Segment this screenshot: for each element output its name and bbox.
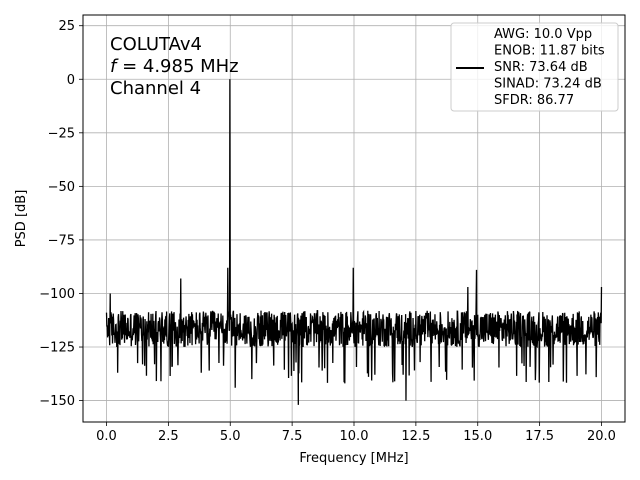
- legend: AWG: 10.0 Vpp ENOB: 11.87 bits SNR: 73.6…: [450, 22, 619, 112]
- y-tick-label: −100: [39, 287, 75, 302]
- y-tick-label: −125: [39, 341, 75, 356]
- x-tick-label: 5.0: [220, 429, 241, 444]
- y-tick-label: −150: [39, 394, 75, 409]
- ticks: 0.0 2.5 5.0 7.5 10.0 12.5 15.0 17.5 20.0 25 0 −25 −5…: [39, 19, 616, 444]
- legend-awg: AWG: 10.0 Vpp: [494, 27, 592, 42]
- chart-annotation: COLUTAv4 f = 4.985 MHz Channel 4: [110, 34, 239, 99]
- x-tick-label: 17.5: [525, 429, 554, 444]
- x-tick-label: 15.0: [463, 429, 492, 444]
- y-tick-label: −75: [48, 233, 75, 248]
- annotation-line1: COLUTAv4: [110, 34, 202, 55]
- legend-snr: SNR: 73.64 dB: [494, 60, 588, 75]
- psd-series: [105, 79, 603, 405]
- y-tick-label: 0: [67, 73, 75, 88]
- y-axis-label: PSD [dB]: [14, 190, 29, 248]
- y-tick-label: 25: [58, 19, 75, 34]
- annotation-value: = 4.985 MHz: [116, 56, 238, 77]
- x-axis-label: Frequency [MHz]: [299, 451, 408, 466]
- psd-line: [105, 79, 603, 405]
- x-tick-label: 7.5: [282, 429, 303, 444]
- grid: [83, 15, 625, 422]
- y-tick-label: −25: [48, 126, 75, 141]
- annotation-line3: Channel 4: [110, 78, 201, 99]
- legend-sinad: SINAD: 73.24 dB: [494, 77, 602, 92]
- legend-enob: ENOB: 11.87 bits: [494, 44, 605, 59]
- y-tick-label: −50: [48, 180, 75, 195]
- legend-sfdr: SFDR: 86.77: [494, 93, 574, 108]
- annotation-line2: f = 4.985 MHz: [110, 56, 239, 77]
- annotation-var: f: [110, 56, 119, 77]
- x-tick-label: 2.5: [158, 429, 179, 444]
- x-tick-label: 0.0: [96, 429, 117, 444]
- x-tick-label: 12.5: [401, 429, 430, 444]
- x-tick-label: 20.0: [587, 429, 616, 444]
- legend-box: [450, 22, 619, 112]
- x-tick-label: 10.0: [340, 429, 369, 444]
